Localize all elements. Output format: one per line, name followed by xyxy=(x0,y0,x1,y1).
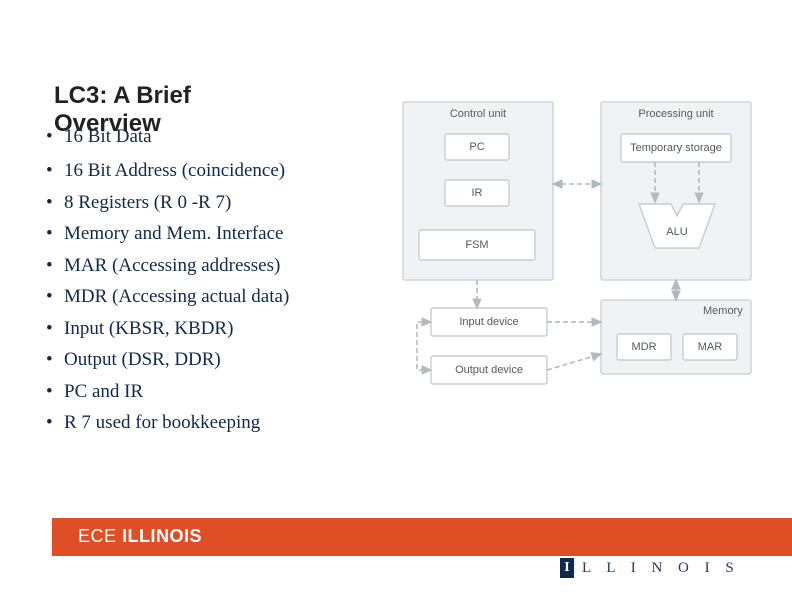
bullet-text: R 7 used for bookkeeping xyxy=(64,412,260,433)
arrow-output-memory xyxy=(547,354,601,370)
output-device-label: Output device xyxy=(455,364,523,376)
bullet-text: 16 Bit Data xyxy=(64,126,152,147)
illinois-letters: L L I N O I S xyxy=(582,560,740,577)
fsm-label: FSM xyxy=(465,239,488,251)
bullet-text: PC and IR xyxy=(64,381,143,402)
control-unit-label: Control unit xyxy=(450,108,506,120)
bullet-text: MAR (Accessing addresses) xyxy=(64,255,280,276)
illinois-I: I xyxy=(564,560,569,576)
bullet-list: •16 Bit Data •16 Bit Address (coincidenc… xyxy=(46,125,386,439)
bullet-text: MDR (Accessing actual data) xyxy=(64,286,289,307)
list-item: •8 Registers (R 0 -R 7) xyxy=(46,188,386,217)
illinois-block-icon: I xyxy=(560,558,574,578)
bullet-text: 16 Bit Address (coincidence) xyxy=(64,160,285,181)
slide: LC3: A Brief Overview •16 Bit Data •16 B… xyxy=(0,0,792,612)
bullet-text: Memory and Mem. Interface xyxy=(64,223,283,244)
input-device-label: Input device xyxy=(459,316,518,328)
processing-unit-label: Processing unit xyxy=(638,108,713,120)
footer: ECE ILLINOIS I L L I N O I S xyxy=(0,518,792,570)
list-item: •16 Bit Data xyxy=(46,122,386,151)
list-item: •MAR (Accessing addresses) xyxy=(46,251,386,280)
processing-unit-box xyxy=(601,102,751,280)
mar-label: MAR xyxy=(698,341,723,353)
memory-label: Memory xyxy=(703,305,743,317)
bullet-text: Output (DSR, DDR) xyxy=(64,349,221,370)
list-item: •Input (KBSR, KBDR) xyxy=(46,314,386,343)
temp-storage-label: Temporary storage xyxy=(630,142,722,154)
ece-illinois: ILLINOIS xyxy=(122,526,202,546)
architecture-diagram: Control unit PC IR FSM Processing unit T… xyxy=(395,94,763,414)
list-item: •16 Bit Address (coincidence) xyxy=(46,156,386,185)
list-item: •Memory and Mem. Interface xyxy=(46,219,386,248)
ir-label: IR xyxy=(472,187,483,199)
ece-wordmark: ECE ILLINOIS xyxy=(78,526,202,547)
bullet-text: 8 Registers (R 0 -R 7) xyxy=(64,192,231,213)
list-item: •R 7 used for bookkeeping xyxy=(46,408,386,437)
list-item: •PC and IR xyxy=(46,377,386,406)
bullet-text: Input (KBSR, KBDR) xyxy=(64,318,233,339)
mdr-label: MDR xyxy=(631,341,656,353)
ece-prefix: ECE xyxy=(78,526,122,546)
title-line-1: LC3: A Brief xyxy=(54,82,191,110)
arrow-io-loop-left xyxy=(417,322,431,370)
diagram-svg: Control unit PC IR FSM Processing unit T… xyxy=(395,94,763,414)
illinois-wordmark: I L L I N O I S xyxy=(560,558,740,578)
list-item: •MDR (Accessing actual data) xyxy=(46,282,386,311)
alu-label: ALU xyxy=(666,226,687,238)
pc-label: PC xyxy=(469,141,484,153)
list-item: •Output (DSR, DDR) xyxy=(46,345,386,374)
